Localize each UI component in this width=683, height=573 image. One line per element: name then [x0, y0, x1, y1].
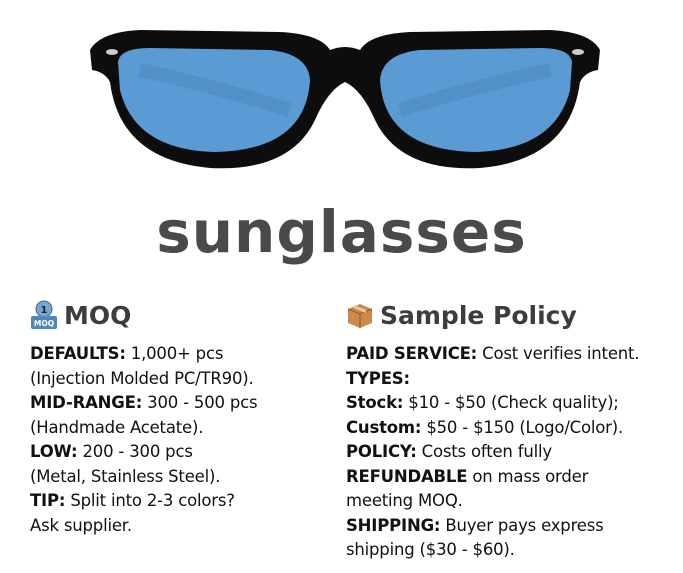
info-line: (Handmade Acetate).	[30, 416, 330, 441]
info-line: PAID SERVICE: Cost verifies intent.	[346, 342, 676, 367]
svg-text:MOQ: MOQ	[34, 319, 54, 328]
info-line: MID-RANGE: 300 - 500 pcs	[30, 391, 330, 416]
info-text: 300 - 500 pcs	[142, 393, 258, 412]
info-text: Ask supplier.	[30, 515, 132, 535]
info-label: TIP:	[30, 491, 66, 510]
info-text: 1,000+ pcs	[125, 344, 224, 363]
info-line: Custom: $50 - $150 (Logo/Color).	[346, 416, 676, 441]
info-text: $10 - $50 (Check quality);	[403, 393, 619, 412]
info-label: Custom:	[346, 417, 422, 437]
info-text: (Handmade Acetate).	[30, 417, 204, 437]
info-label: MID-RANGE:	[30, 393, 143, 412]
info-label: TYPES:	[346, 368, 410, 388]
info-label: POLICY:	[346, 442, 417, 461]
info-text: (Injection Molded PC/TR90).	[30, 368, 254, 388]
info-label: SHIPPING:	[346, 515, 441, 535]
info-text: Split into 2-3 colors?	[65, 491, 235, 510]
info-text: $50 - $150 (Logo/Color).	[421, 417, 624, 437]
sample-policy-heading-row: Sample Policy	[346, 298, 676, 332]
info-text: meeting MOQ.	[346, 491, 463, 510]
info-line: meeting MOQ.	[346, 489, 676, 514]
moq-section: 1 MOQ MOQ DEFAULTS: 1,000+ pcs (Injection…	[30, 298, 330, 538]
moq-badge-icon: 1 MOQ	[31, 300, 57, 329]
info-text: 200 - 300 pcs	[77, 442, 193, 461]
info-label: DEFAULTS:	[30, 344, 126, 363]
sample-policy-heading: Sample Policy	[380, 300, 577, 330]
info-line: Ask supplier.	[30, 514, 330, 539]
info-line: LOW: 200 - 300 pcs	[30, 440, 330, 465]
info-line: (Metal, Stainless Steel).	[30, 465, 330, 490]
sunglasses-illustration	[90, 30, 600, 169]
package-box-icon	[347, 304, 373, 328]
moq-heading: MOQ	[64, 300, 132, 330]
info-text: Cost verifies intent.	[477, 344, 640, 363]
info-text: shipping ($30 - $60).	[346, 540, 515, 559]
info-line: POLICY: Costs often fully	[346, 440, 676, 465]
sample-policy-section: Sample Policy PAID SERVICE: Cost verifie…	[346, 298, 676, 563]
product-title: sunglasses	[156, 198, 527, 266]
info-text: (Metal, Stainless Steel).	[30, 466, 221, 486]
info-text: on mass order	[467, 466, 589, 486]
info-line: DEFAULTS: 1,000+ pcs	[30, 342, 330, 367]
info-line: TIP: Split into 2-3 colors?	[30, 489, 330, 514]
info-text: Buyer pays express	[440, 515, 604, 535]
info-line: Stock: $10 - $50 (Check quality);	[346, 391, 676, 416]
info-label: REFUNDABLE	[346, 466, 468, 486]
info-line: shipping ($30 - $60).	[346, 538, 676, 563]
info-label: Stock:	[346, 393, 404, 412]
info-label: LOW:	[30, 442, 78, 461]
info-line: TYPES:	[346, 367, 676, 392]
info-text: Costs often fully	[416, 442, 552, 461]
svg-text:1: 1	[41, 305, 48, 316]
info-line: (Injection Molded PC/TR90).	[30, 367, 330, 392]
info-line: SHIPPING: Buyer pays express	[346, 514, 676, 539]
info-line: REFUNDABLE on mass order	[346, 465, 676, 490]
moq-heading-row: 1 MOQ MOQ	[30, 298, 330, 332]
info-label: PAID SERVICE:	[346, 344, 478, 363]
